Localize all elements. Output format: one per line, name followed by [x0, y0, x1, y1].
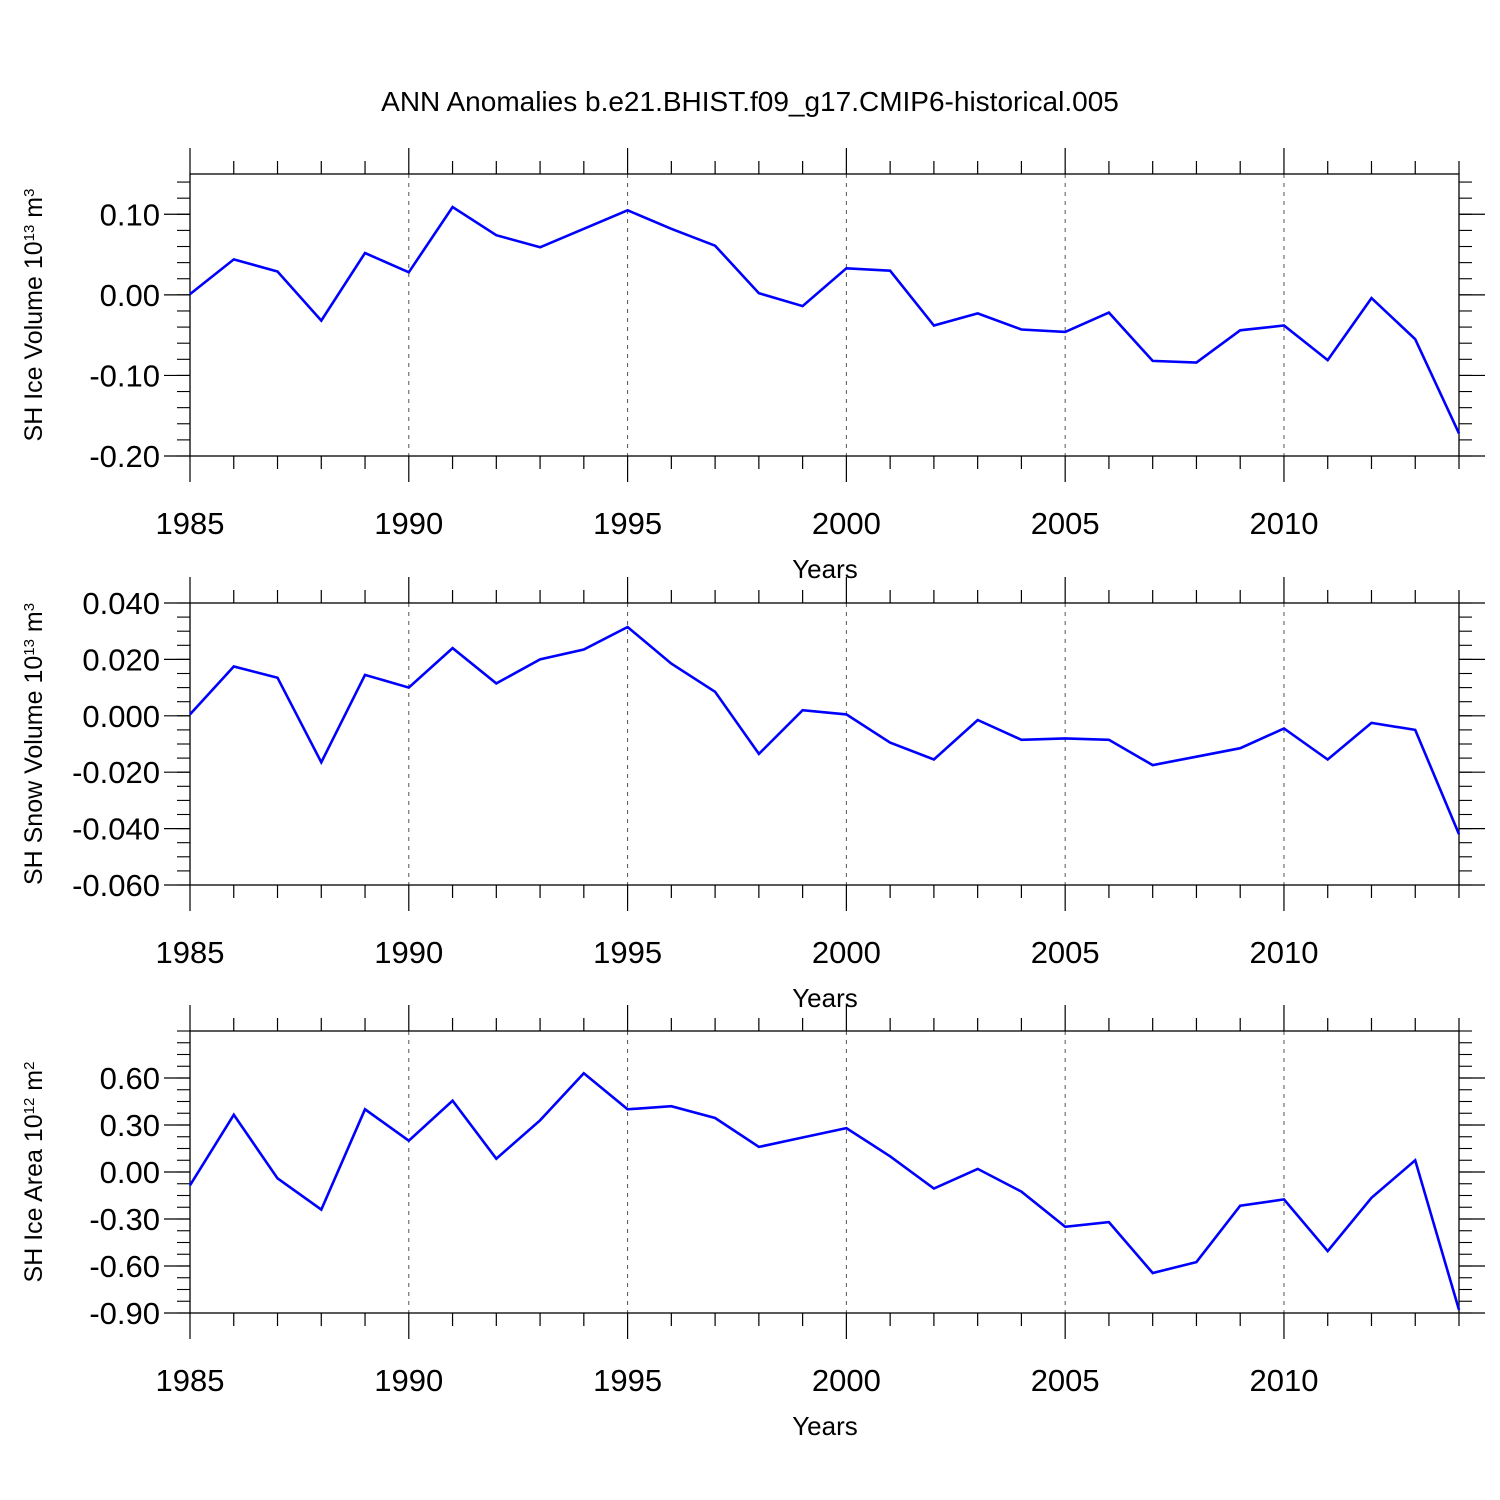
- x-axis-label: Years: [792, 1411, 858, 1441]
- x-tick-label: 2005: [1031, 506, 1100, 541]
- y-axis-label-superscript: 3: [21, 603, 38, 611]
- series-line-snow-volume: [189, 625, 1461, 835]
- y-tick-label: 0.60: [100, 1061, 160, 1096]
- y-axis-label-part: SH Snow Volume 10: [20, 656, 48, 885]
- y-tick-label: -0.020: [72, 755, 160, 790]
- series-line-ice-volume: [189, 205, 1461, 434]
- y-axis-label-superscript: 12: [21, 1098, 38, 1115]
- y-tick-label: -0.10: [89, 358, 160, 393]
- x-tick-label: 2010: [1249, 935, 1318, 970]
- panel-snow-volume: 0.040 0.020 0.000 -0.020 -0.040 -0.060 1985 199…: [20, 577, 1485, 1013]
- x-tick-label: 1990: [374, 506, 443, 541]
- x-tick-label: 2000: [812, 506, 881, 541]
- x-tick-label: 1995: [593, 935, 662, 970]
- y-tick-label: -0.060: [72, 868, 160, 903]
- x-axis-label: Years: [792, 983, 858, 1013]
- y-axis-label-superscript: 3: [21, 189, 38, 197]
- plot-frame: [189, 1030, 1460, 1314]
- x-tick-label: 1990: [374, 1363, 443, 1398]
- x-tick-label: 2005: [1031, 935, 1100, 970]
- x-tick-label: 1990: [374, 935, 443, 970]
- y-axis-label-part: SH Ice Volume 10: [20, 241, 48, 441]
- y-tick-label: -0.040: [72, 812, 160, 847]
- y-tick-label: 0.000: [82, 699, 160, 734]
- y-axis-label-superscript: 13: [21, 639, 38, 656]
- x-tick-label: 1995: [593, 1363, 662, 1398]
- y-axis-label-superscript: 2: [21, 1062, 38, 1070]
- y-axis-label-part: m: [20, 1070, 48, 1098]
- y-axis-label-superscript: 13: [21, 225, 38, 242]
- plot-frame: [189, 602, 1460, 886]
- x-tick-label: 2000: [812, 1363, 881, 1398]
- x-tick-label: 2010: [1249, 506, 1318, 541]
- panel-ice-volume: 0.10 0.00 -0.10 -0.20 1985 1990 1995 2000 2005 20…: [20, 148, 1485, 584]
- y-axis-label-part: m: [20, 611, 48, 639]
- y-axis-label-part: SH Ice Area 10: [20, 1114, 48, 1282]
- y-tick-label: 0.00: [100, 278, 160, 313]
- x-axis-label: Years: [792, 554, 858, 584]
- x-tick-label: 1985: [156, 506, 225, 541]
- y-tick-label: -0.20: [89, 439, 160, 474]
- x-tick-label: 1995: [593, 506, 662, 541]
- panel-ice-area: 0.60 0.30 0.00 -0.30 -0.60 -0.90 1985 1990 1995 2…: [20, 1005, 1485, 1441]
- y-tick-label: -0.60: [89, 1249, 160, 1284]
- y-tick-label: 0.020: [82, 642, 160, 677]
- plot-frame: [189, 173, 1460, 457]
- series-line-ice-area: [188, 1071, 1461, 1311]
- y-tick-label: 0.040: [82, 586, 160, 621]
- x-tick-label: 2005: [1031, 1363, 1100, 1398]
- y-axis-label: SH Ice Area 1012 m2: [20, 1062, 48, 1283]
- x-tick-label: 1985: [156, 935, 225, 970]
- y-tick-label: -0.30: [89, 1202, 160, 1237]
- y-axis-label: SH Ice Volume 1013 m3: [20, 189, 48, 442]
- y-tick-label: 0.00: [100, 1155, 160, 1190]
- y-tick-label: -0.90: [89, 1296, 160, 1331]
- x-tick-label: 2000: [812, 935, 881, 970]
- y-axis-label-part: m: [20, 197, 48, 225]
- x-tick-label: 2010: [1249, 1363, 1318, 1398]
- figure-title: ANN Anomalies b.e21.BHIST.f09_g17.CMIP6-…: [381, 86, 1119, 117]
- y-axis-label: SH Snow Volume 1013 m3: [20, 603, 48, 885]
- y-tick-label: 0.30: [100, 1108, 160, 1143]
- x-tick-label: 1985: [156, 1363, 225, 1398]
- y-tick-label: 0.10: [100, 197, 160, 232]
